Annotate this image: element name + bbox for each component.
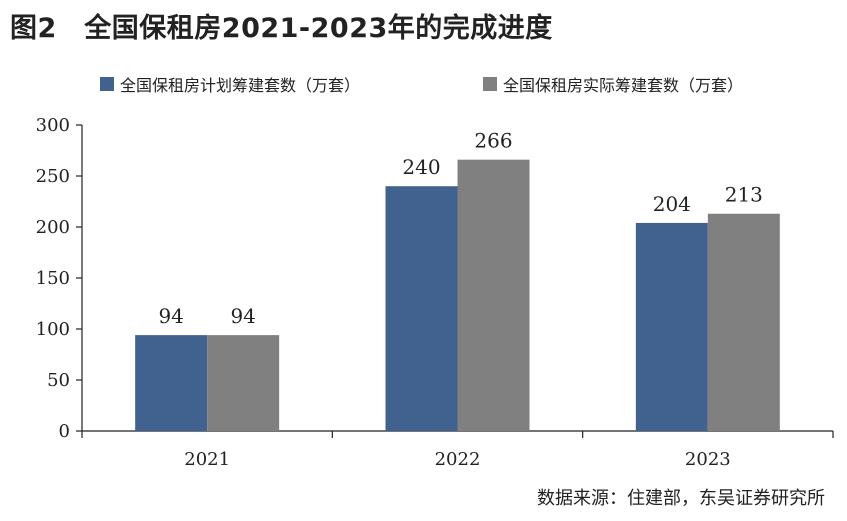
x-tick-label: 2022 bbox=[435, 449, 481, 470]
bar bbox=[457, 159, 530, 431]
legend-label-planned: 全国保租房计划筹建套数（万套） bbox=[120, 76, 361, 95]
data-label: 240 bbox=[402, 155, 440, 179]
bar bbox=[707, 213, 780, 431]
data-label: 94 bbox=[230, 304, 255, 328]
y-tick-label: 150 bbox=[36, 268, 70, 289]
bar bbox=[135, 335, 208, 431]
y-tick-label: 100 bbox=[36, 319, 70, 340]
data-source: 数据来源：住建部，东吴证券研究所 bbox=[537, 488, 825, 509]
data-label: 204 bbox=[653, 192, 691, 216]
data-label: 94 bbox=[158, 304, 183, 328]
legend-swatch-actual bbox=[483, 77, 497, 91]
bar bbox=[635, 222, 708, 431]
x-tick-label: 2023 bbox=[685, 449, 731, 470]
legend: 全国保租房计划筹建套数（万套） 全国保租房实际筹建套数（万套） bbox=[0, 72, 847, 96]
legend-item-planned: 全国保租房计划筹建套数（万套） bbox=[100, 72, 360, 96]
y-tick-label: 250 bbox=[36, 166, 70, 187]
chart-title: 图2 全国保租房2021-2023年的完成进度 bbox=[10, 13, 553, 44]
y-tick-label: 200 bbox=[36, 217, 70, 238]
bar bbox=[385, 186, 458, 431]
y-tick-label: 0 bbox=[59, 421, 70, 442]
data-label: 213 bbox=[725, 183, 763, 207]
legend-swatch-planned bbox=[100, 77, 114, 91]
y-tick-label: 50 bbox=[47, 370, 70, 391]
y-tick-label: 300 bbox=[36, 115, 70, 136]
data-label: 266 bbox=[474, 129, 512, 153]
x-tick-label: 2021 bbox=[184, 449, 230, 470]
bar bbox=[207, 335, 280, 431]
legend-label-actual: 全国保租房实际筹建套数（万套） bbox=[503, 76, 744, 95]
legend-item-actual: 全国保租房实际筹建套数（万套） bbox=[483, 72, 743, 96]
